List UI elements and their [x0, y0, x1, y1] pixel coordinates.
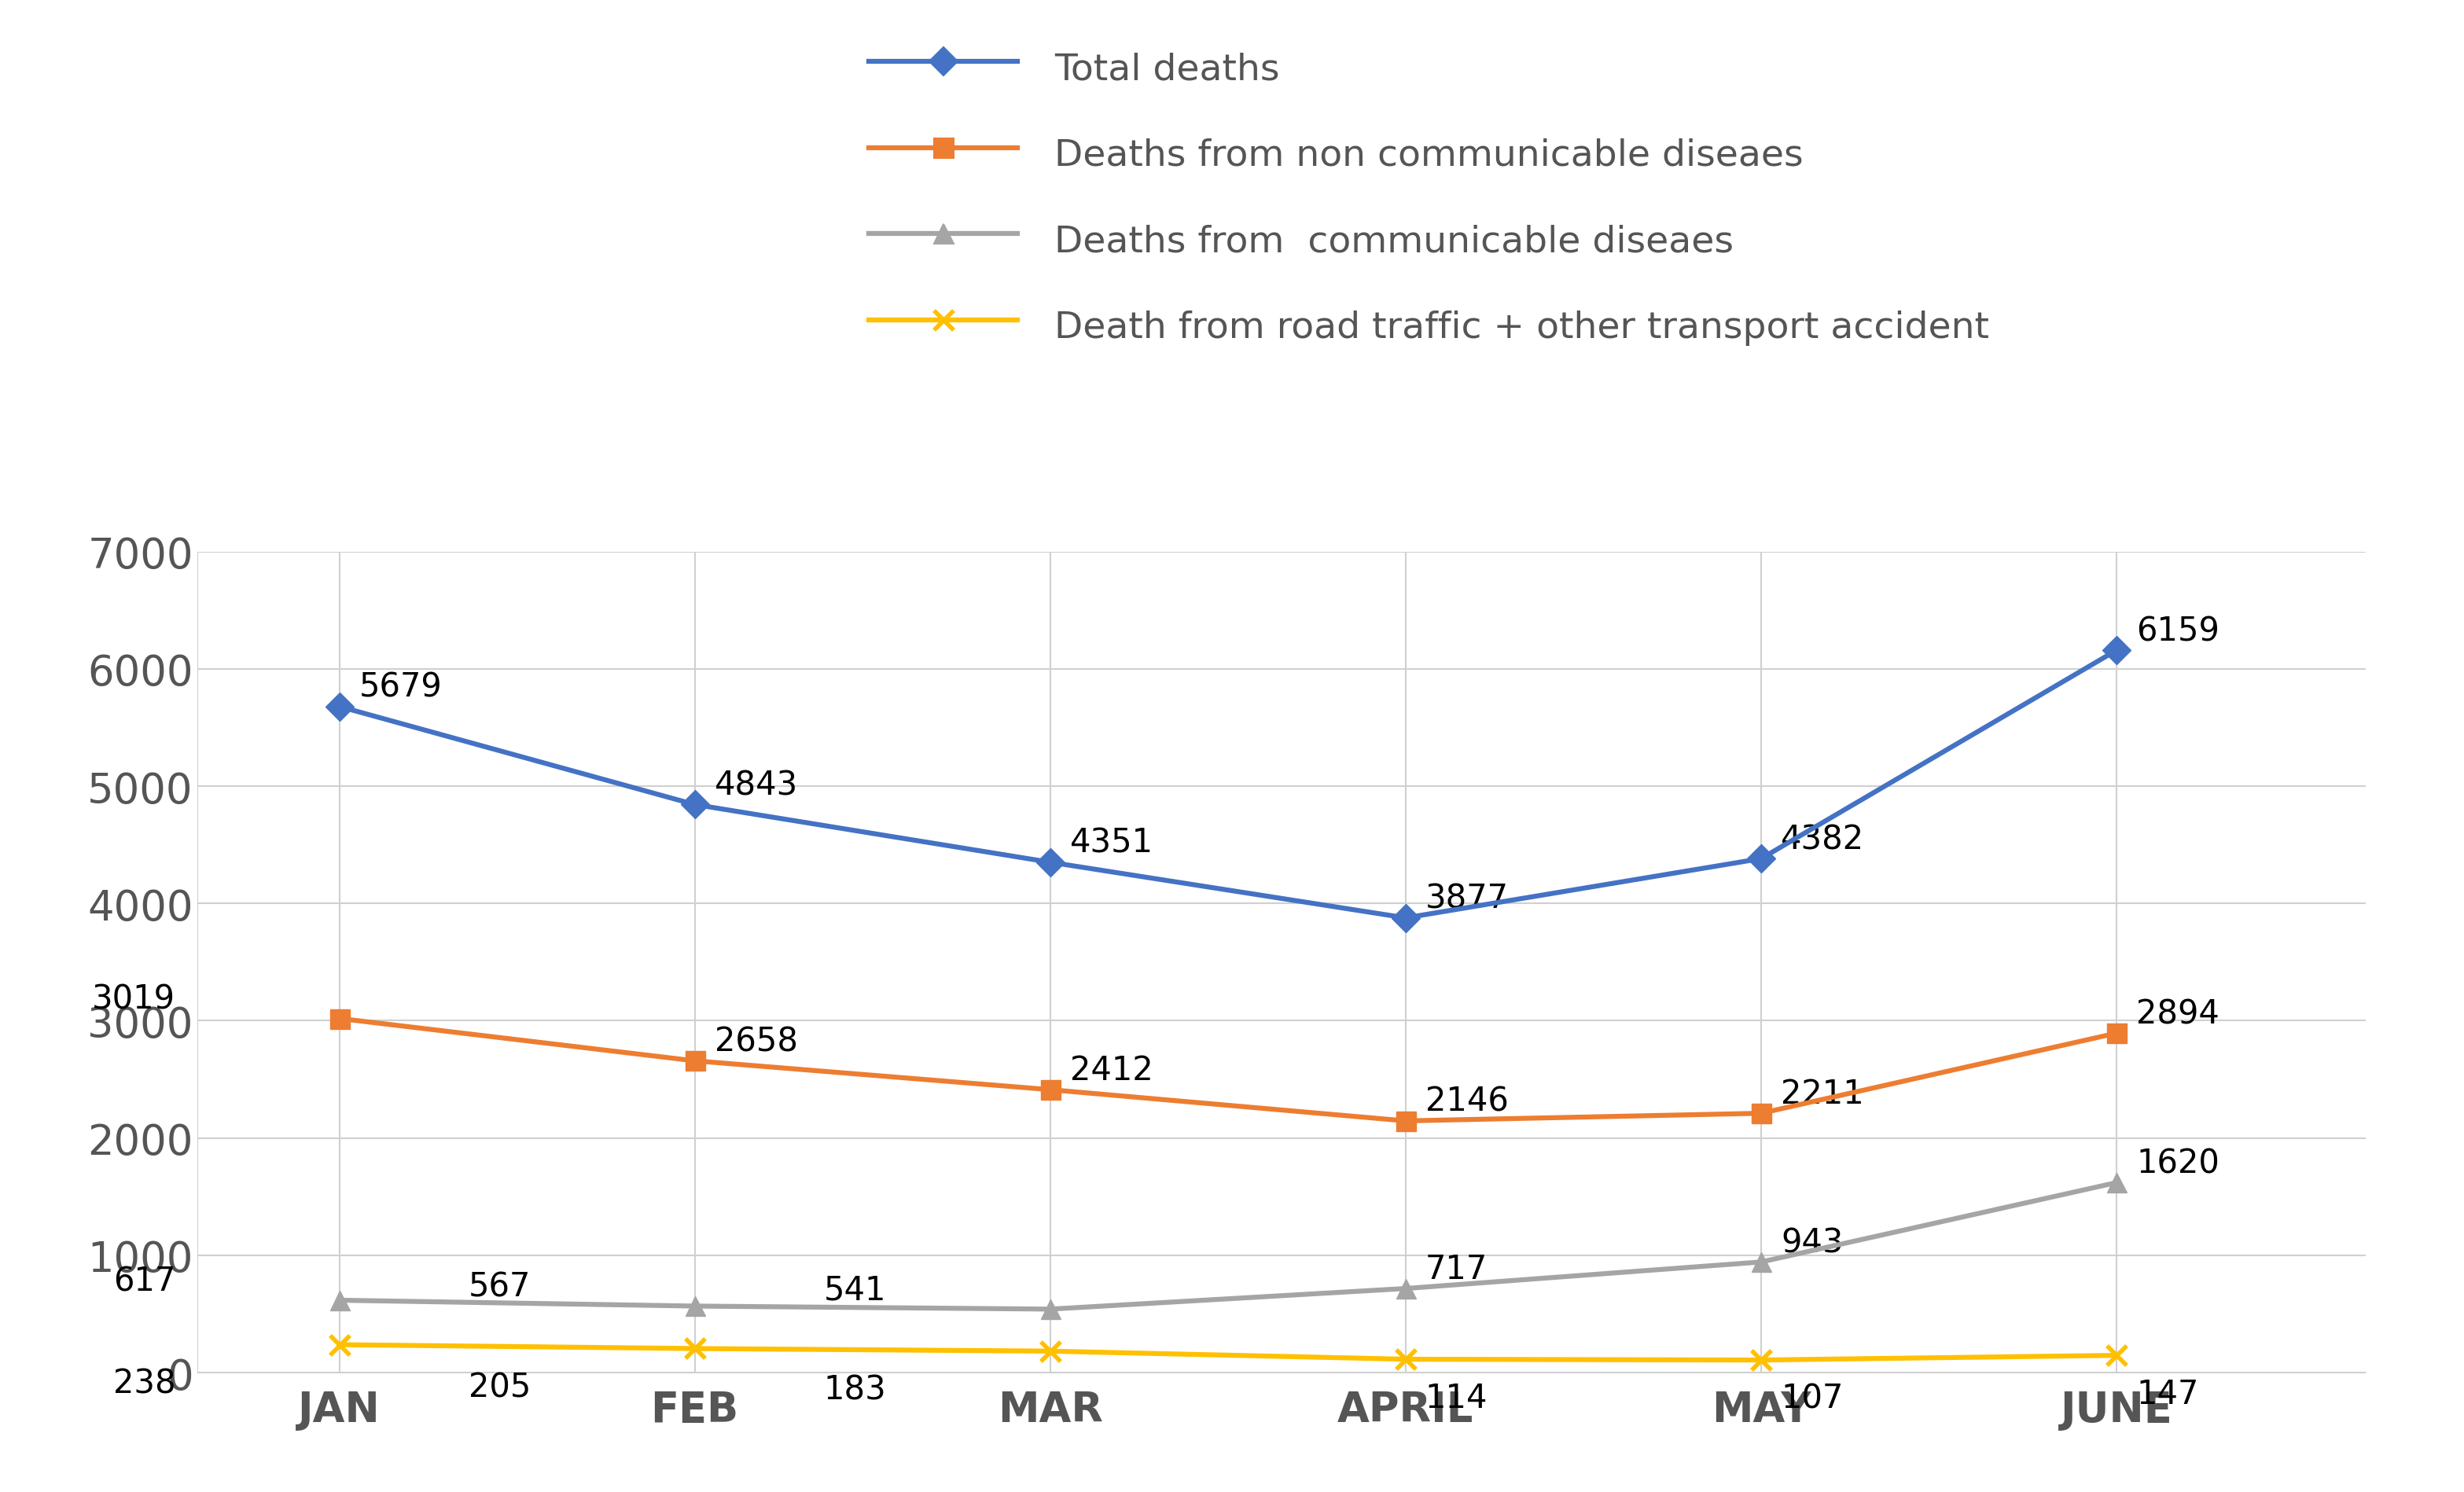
Deaths from non communicable diseaes	[1390, 1112, 1419, 1129]
Deaths from non communicable diseaes	[1747, 1104, 1777, 1122]
Text: 238: 238	[113, 1367, 175, 1399]
Text: 205: 205	[468, 1370, 530, 1404]
Deaths from non communicable diseaes	[680, 1052, 710, 1070]
Total deaths	[680, 795, 710, 813]
Text: 114: 114	[1424, 1382, 1488, 1414]
Deaths from non communicable diseaes	[325, 1010, 355, 1028]
Text: 5679: 5679	[360, 671, 441, 704]
Text: 6159: 6159	[2136, 615, 2220, 648]
Deaths from  communicable diseaes	[680, 1297, 710, 1314]
Text: 2894: 2894	[2136, 997, 2220, 1031]
Text: 2211: 2211	[1781, 1077, 1863, 1110]
Deaths from non communicable diseaes	[2102, 1025, 2131, 1043]
Deaths from  communicable diseaes	[1747, 1253, 1777, 1271]
Deaths from  communicable diseaes	[1390, 1280, 1419, 1298]
Legend: Total deaths, Deaths from non communicable diseaes, Deaths from  communicable di: Total deaths, Deaths from non communicab…	[855, 30, 2003, 363]
Death from road traffic + other transport accident	[680, 1340, 710, 1358]
Text: 2146: 2146	[1424, 1085, 1508, 1118]
Deaths from  communicable diseaes	[1035, 1300, 1064, 1317]
Deaths from  communicable diseaes	[325, 1292, 355, 1310]
Text: 4351: 4351	[1069, 827, 1153, 859]
Text: 4382: 4382	[1781, 822, 1865, 856]
Death from road traffic + other transport accident	[1390, 1350, 1419, 1368]
Total deaths	[1035, 853, 1064, 871]
Text: 717: 717	[1424, 1252, 1488, 1286]
Text: 147: 147	[2136, 1377, 2198, 1410]
Text: 2658: 2658	[715, 1025, 798, 1058]
Total deaths	[1390, 909, 1419, 927]
Death from road traffic + other transport accident	[2102, 1346, 2131, 1364]
Line: Total deaths: Total deaths	[330, 640, 2126, 928]
Deaths from  communicable diseaes	[2102, 1174, 2131, 1192]
Text: 183: 183	[823, 1373, 887, 1405]
Text: 541: 541	[823, 1273, 887, 1306]
Total deaths	[325, 698, 355, 716]
Text: 3019: 3019	[91, 983, 175, 1016]
Text: 943: 943	[1781, 1226, 1843, 1259]
Line: Deaths from  communicable diseaes: Deaths from communicable diseaes	[330, 1173, 2126, 1319]
Deaths from non communicable diseaes	[1035, 1080, 1064, 1098]
Text: 1620: 1620	[2136, 1146, 2220, 1180]
Death from road traffic + other transport accident	[1747, 1352, 1777, 1370]
Death from road traffic + other transport accident	[1035, 1343, 1064, 1361]
Total deaths	[1747, 850, 1777, 868]
Text: 107: 107	[1781, 1382, 1843, 1414]
Text: 3877: 3877	[1424, 882, 1508, 915]
Line: Death from road traffic + other transport accident: Death from road traffic + other transpor…	[330, 1335, 2126, 1370]
Text: 2412: 2412	[1069, 1053, 1153, 1086]
Text: 4843: 4843	[715, 768, 798, 801]
Total deaths	[2102, 642, 2131, 659]
Text: 567: 567	[468, 1270, 530, 1303]
Line: Deaths from non communicable diseaes: Deaths from non communicable diseaes	[330, 1009, 2126, 1131]
Text: 617: 617	[113, 1264, 175, 1297]
Death from road traffic + other transport accident	[325, 1335, 355, 1353]
